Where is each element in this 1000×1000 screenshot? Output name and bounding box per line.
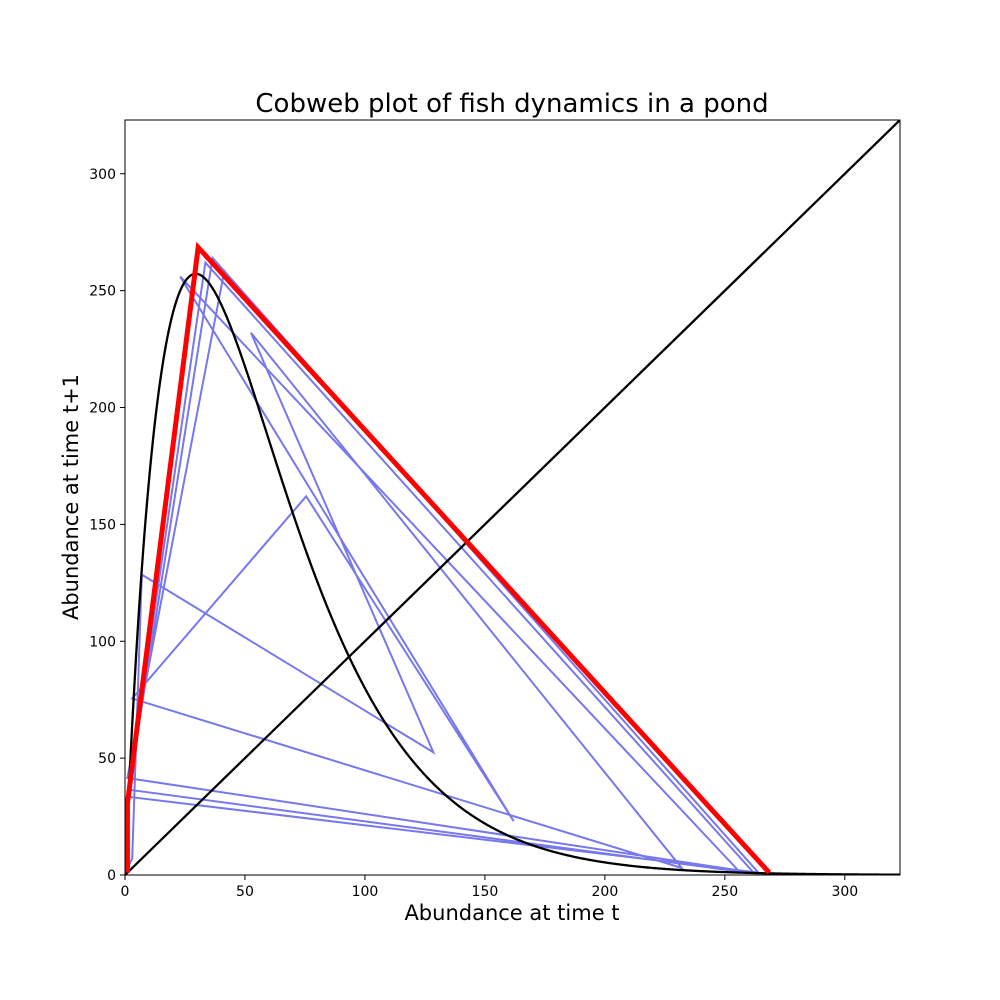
y-tick-label: 300: [89, 167, 116, 183]
plot-frame: [124, 119, 901, 876]
y-tick-label: 250: [89, 284, 116, 300]
x-tick-label: 100: [352, 884, 379, 900]
plot-area: [125, 120, 900, 875]
axis-ticks: 0 50 100 150 200 250 300 0 50 100 150 200 250 300: [89, 167, 858, 900]
x-tick-label: 0: [121, 884, 130, 900]
y-tick-label: 100: [89, 634, 116, 650]
y-axis-label: Abundance at time t+1: [59, 374, 83, 620]
x-tick-label: 50: [236, 884, 254, 900]
x-axis-label: Abundance at time t: [404, 901, 619, 925]
chart-title: Cobweb plot of fish dynamics in a pond: [255, 89, 768, 119]
map-curve: [125, 272, 900, 875]
x-tick-label: 150: [472, 884, 499, 900]
y-tick-label: 200: [89, 401, 116, 417]
x-tick-label: 250: [711, 884, 738, 900]
identity-line: [125, 120, 900, 875]
y-tick-label: 0: [107, 868, 116, 884]
y-tick-label: 50: [98, 751, 116, 767]
x-tick-label: 300: [831, 884, 858, 900]
y-tick-label: 150: [89, 517, 116, 533]
cobweb-red-series: [125, 241, 772, 875]
cobweb-blue-series: [126, 255, 761, 875]
x-tick-label: 200: [592, 884, 619, 900]
